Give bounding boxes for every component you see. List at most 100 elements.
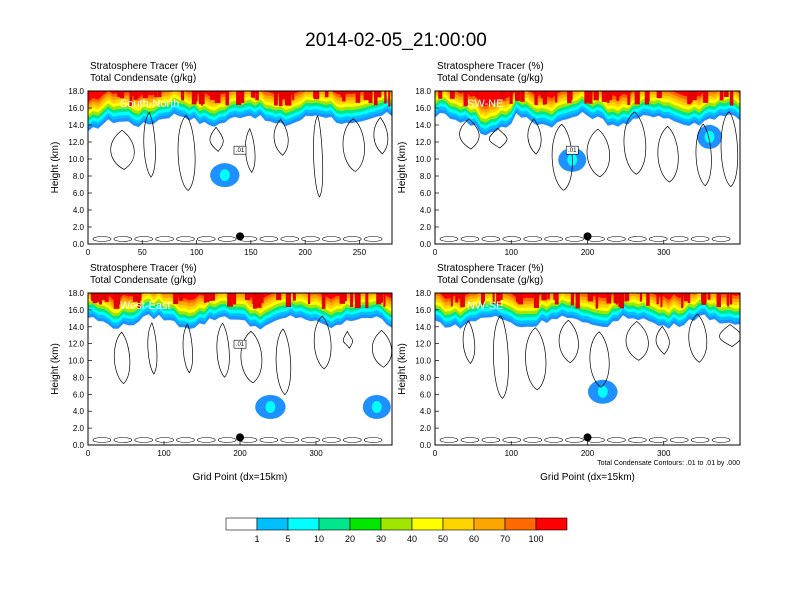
condensate-contour <box>342 330 354 349</box>
tracer-streak <box>554 91 558 103</box>
tracer-streak <box>119 91 125 99</box>
tracer-streak <box>274 91 278 106</box>
y-tick-label: 6.0 <box>420 390 432 399</box>
colorbar-label: 70 <box>500 534 510 544</box>
tracer-streak <box>480 293 485 305</box>
tracer-streak <box>377 91 382 98</box>
x-tick-label: 200 <box>298 248 312 257</box>
condensate-contour <box>558 319 579 364</box>
condensate-contour <box>525 327 547 391</box>
tracer-streak <box>606 91 613 101</box>
y-tick-label: 10.0 <box>415 357 431 366</box>
tracer-streak <box>607 91 610 104</box>
y-tick-label: 18.0 <box>68 289 84 298</box>
condensate-contour-low <box>544 236 563 242</box>
contour-label: .01 <box>568 148 577 154</box>
tracer-streak <box>593 91 599 101</box>
panel-west-east: .01 West-East Stratosphere Tracer (%)Total… <box>50 263 393 483</box>
tracer-band <box>435 91 740 107</box>
condensate-contour-low <box>607 236 626 242</box>
colorbar-label: 100 <box>528 534 543 544</box>
condensate-contour-low <box>217 437 237 443</box>
tracer-streak <box>324 91 329 98</box>
tracer-streak <box>104 293 109 303</box>
y-tick-label: 4.0 <box>73 407 85 416</box>
tracer-streak <box>729 91 734 106</box>
condensate-contour-low <box>363 437 383 443</box>
condensate-contour-low <box>439 437 459 443</box>
y-tick-label: 6.0 <box>420 189 432 198</box>
tracer-streak <box>214 91 221 104</box>
tracer-streak <box>656 91 662 98</box>
tracer-streak <box>450 293 453 307</box>
tracer-streak <box>173 293 179 305</box>
tracer-streak <box>547 293 550 300</box>
condensate-contour-low <box>544 437 563 443</box>
y-tick-label: 0.0 <box>73 441 85 450</box>
tracer-streak <box>726 293 729 306</box>
y-axis-label: Height (km) <box>50 142 61 194</box>
condensate-contour-low <box>196 236 216 242</box>
tracer-streak <box>368 91 373 104</box>
tracer-streak <box>178 293 184 301</box>
tracer-streak <box>540 91 547 99</box>
panel-label: West-East <box>120 300 171 312</box>
colorbar-box <box>380 517 413 531</box>
tracer-streak <box>588 91 593 104</box>
tracer-band <box>435 293 740 301</box>
x-tick-label: 250 <box>353 248 367 257</box>
tracer-streak <box>313 91 320 100</box>
y-tick-label: 6.0 <box>73 189 85 198</box>
tracer-streak <box>568 91 573 101</box>
tracer-streak <box>204 293 207 300</box>
y-tick-label: 2.0 <box>420 223 432 232</box>
y-tick-label: 12.0 <box>415 138 431 147</box>
condensate-contour-low <box>628 236 647 242</box>
tracer-streak <box>534 293 539 308</box>
y-tick-label: 18.0 <box>68 87 84 96</box>
tracer-streak <box>180 91 184 100</box>
x-tick-label: 300 <box>657 449 671 458</box>
tracer-streak <box>724 91 729 98</box>
y-axis-label: Height (km) <box>397 343 408 395</box>
colorbar-box <box>287 517 320 531</box>
y-tick-label: 14.0 <box>415 121 431 130</box>
condensate-contour-low <box>669 236 689 242</box>
condensate-contour <box>216 322 230 378</box>
x-tick-label: 150 <box>244 248 258 257</box>
condensate-contour-low <box>92 437 112 443</box>
condensate-contour-low <box>259 236 279 242</box>
tracer-streak <box>251 91 256 98</box>
tracer-streak <box>656 293 659 305</box>
condensate-contour-low <box>481 236 501 242</box>
tracer-streak <box>90 293 94 301</box>
tracer-streak <box>499 91 506 101</box>
tracer-streak <box>707 293 711 300</box>
tracer-streak <box>460 293 465 308</box>
tracer-streak <box>232 293 237 303</box>
tracer-streak <box>285 293 292 308</box>
y-tick-label: 2.0 <box>420 424 432 433</box>
location-marker <box>236 232 244 241</box>
colorbar-box <box>318 517 351 531</box>
condensate-contour <box>110 129 135 170</box>
y-tick-label: 0.0 <box>420 240 432 249</box>
y-tick-label: 14.0 <box>68 121 84 130</box>
tracer-streak <box>292 91 295 101</box>
tracer-streak <box>660 293 663 308</box>
condensate-contour-low <box>176 437 195 443</box>
tracer-streak <box>100 293 106 301</box>
tracer-streak <box>276 293 282 301</box>
condensate-contour-low <box>690 236 710 242</box>
tracer-blob-core <box>265 401 276 413</box>
tracer-streak <box>365 293 369 309</box>
tracer-streak <box>455 293 459 303</box>
condensate-title: Total Condensate (g/kg) <box>437 73 543 84</box>
tracer-streak <box>618 293 621 308</box>
condensate-contour-low <box>523 236 543 242</box>
condensate-contour <box>273 118 289 156</box>
contour-label-box <box>233 339 247 349</box>
condensate-contour-low <box>217 236 237 242</box>
y-tick-label: 18.0 <box>415 87 431 96</box>
